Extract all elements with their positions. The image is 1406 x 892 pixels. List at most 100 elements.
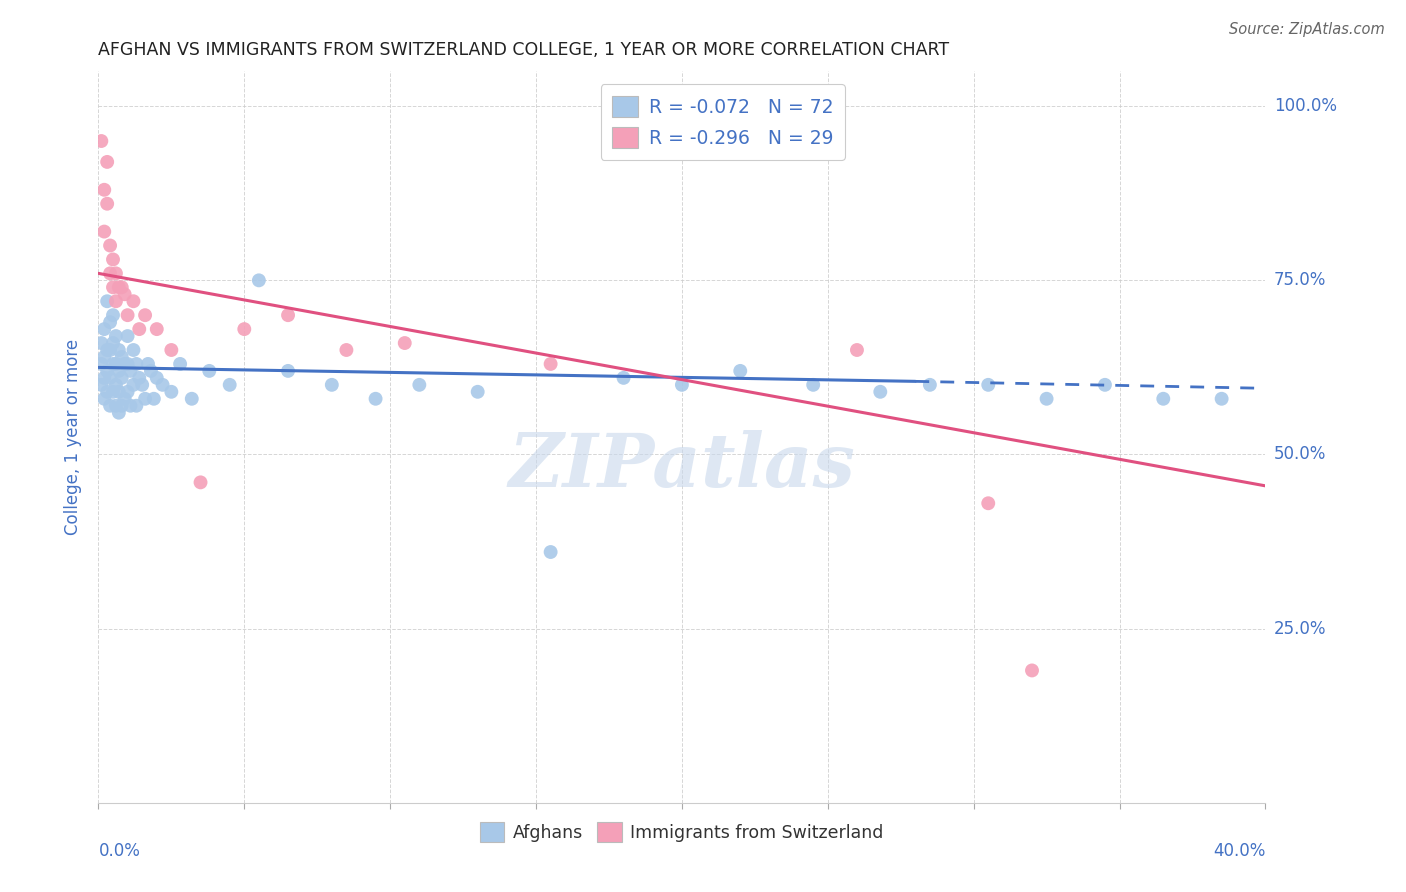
Point bbox=[114, 287, 136, 301]
Point bbox=[93, 350, 115, 364]
Point bbox=[125, 357, 148, 371]
Text: 0.0%: 0.0% bbox=[98, 842, 141, 860]
Point bbox=[321, 377, 343, 392]
Text: ZIPatlas: ZIPatlas bbox=[509, 430, 855, 502]
Point bbox=[467, 384, 489, 399]
Point bbox=[869, 384, 891, 399]
Point bbox=[111, 280, 134, 294]
Text: 40.0%: 40.0% bbox=[1213, 842, 1265, 860]
Point bbox=[98, 238, 121, 252]
Point bbox=[134, 308, 156, 322]
Point bbox=[108, 280, 131, 294]
Point bbox=[408, 377, 430, 392]
Point bbox=[128, 371, 150, 385]
Point bbox=[98, 315, 121, 329]
Point bbox=[139, 364, 162, 378]
Point bbox=[1035, 392, 1057, 406]
Point bbox=[117, 357, 139, 371]
Point bbox=[1094, 377, 1116, 392]
Point bbox=[104, 357, 127, 371]
Point bbox=[96, 364, 118, 378]
Point bbox=[90, 377, 112, 392]
Point bbox=[104, 377, 127, 392]
Point bbox=[96, 155, 118, 169]
Point bbox=[198, 364, 221, 378]
Legend: Afghans, Immigrants from Switzerland: Afghans, Immigrants from Switzerland bbox=[474, 815, 890, 849]
Point bbox=[114, 357, 136, 371]
Point bbox=[918, 377, 941, 392]
Point bbox=[101, 384, 124, 399]
Point bbox=[169, 357, 191, 371]
Point bbox=[114, 392, 136, 406]
Point bbox=[122, 294, 145, 309]
Point bbox=[104, 329, 127, 343]
Point bbox=[93, 371, 115, 385]
Point bbox=[394, 336, 416, 351]
Point bbox=[190, 475, 212, 490]
Point bbox=[120, 364, 142, 378]
Point bbox=[1152, 392, 1174, 406]
Text: 100.0%: 100.0% bbox=[1274, 97, 1337, 115]
Point bbox=[122, 377, 145, 392]
Point bbox=[117, 384, 139, 399]
Point bbox=[101, 280, 124, 294]
Point bbox=[1021, 664, 1043, 678]
Point bbox=[111, 399, 134, 413]
Point bbox=[801, 377, 824, 392]
Point bbox=[120, 399, 142, 413]
Point bbox=[104, 294, 127, 309]
Point bbox=[111, 350, 134, 364]
Point bbox=[108, 364, 131, 378]
Point bbox=[160, 343, 183, 357]
Point bbox=[125, 399, 148, 413]
Point bbox=[1211, 392, 1233, 406]
Point bbox=[108, 384, 131, 399]
Point bbox=[98, 371, 121, 385]
Point bbox=[90, 336, 112, 351]
Point bbox=[117, 308, 139, 322]
Point bbox=[160, 384, 183, 399]
Point bbox=[146, 322, 169, 336]
Text: 75.0%: 75.0% bbox=[1274, 271, 1326, 289]
Point bbox=[104, 266, 127, 280]
Point bbox=[117, 329, 139, 343]
Point bbox=[233, 322, 256, 336]
Point bbox=[612, 371, 634, 385]
Point bbox=[277, 364, 299, 378]
Point bbox=[101, 336, 124, 351]
Text: 25.0%: 25.0% bbox=[1274, 620, 1326, 638]
Point bbox=[247, 273, 270, 287]
Point bbox=[146, 371, 169, 385]
Point bbox=[101, 252, 124, 267]
Point bbox=[136, 357, 159, 371]
Point bbox=[671, 377, 693, 392]
Point bbox=[96, 343, 118, 357]
Point bbox=[108, 343, 131, 357]
Text: AFGHAN VS IMMIGRANTS FROM SWITZERLAND COLLEGE, 1 YEAR OR MORE CORRELATION CHART: AFGHAN VS IMMIGRANTS FROM SWITZERLAND CO… bbox=[98, 41, 949, 59]
Point bbox=[90, 357, 112, 371]
Point bbox=[98, 343, 121, 357]
Point bbox=[98, 266, 121, 280]
Point bbox=[93, 392, 115, 406]
Point bbox=[96, 294, 118, 309]
Point bbox=[364, 392, 387, 406]
Point bbox=[98, 399, 121, 413]
Point bbox=[111, 371, 134, 385]
Point bbox=[122, 343, 145, 357]
Point bbox=[90, 134, 112, 148]
Point bbox=[93, 225, 115, 239]
Text: 50.0%: 50.0% bbox=[1274, 445, 1326, 464]
Point bbox=[335, 343, 357, 357]
Point bbox=[152, 377, 174, 392]
Point bbox=[540, 357, 562, 371]
Point bbox=[180, 392, 202, 406]
Point bbox=[730, 364, 752, 378]
Point bbox=[128, 322, 150, 336]
Point bbox=[104, 399, 127, 413]
Point bbox=[131, 377, 153, 392]
Point bbox=[101, 308, 124, 322]
Point bbox=[93, 183, 115, 197]
Point bbox=[101, 357, 124, 371]
Text: Source: ZipAtlas.com: Source: ZipAtlas.com bbox=[1229, 22, 1385, 37]
Point bbox=[218, 377, 240, 392]
